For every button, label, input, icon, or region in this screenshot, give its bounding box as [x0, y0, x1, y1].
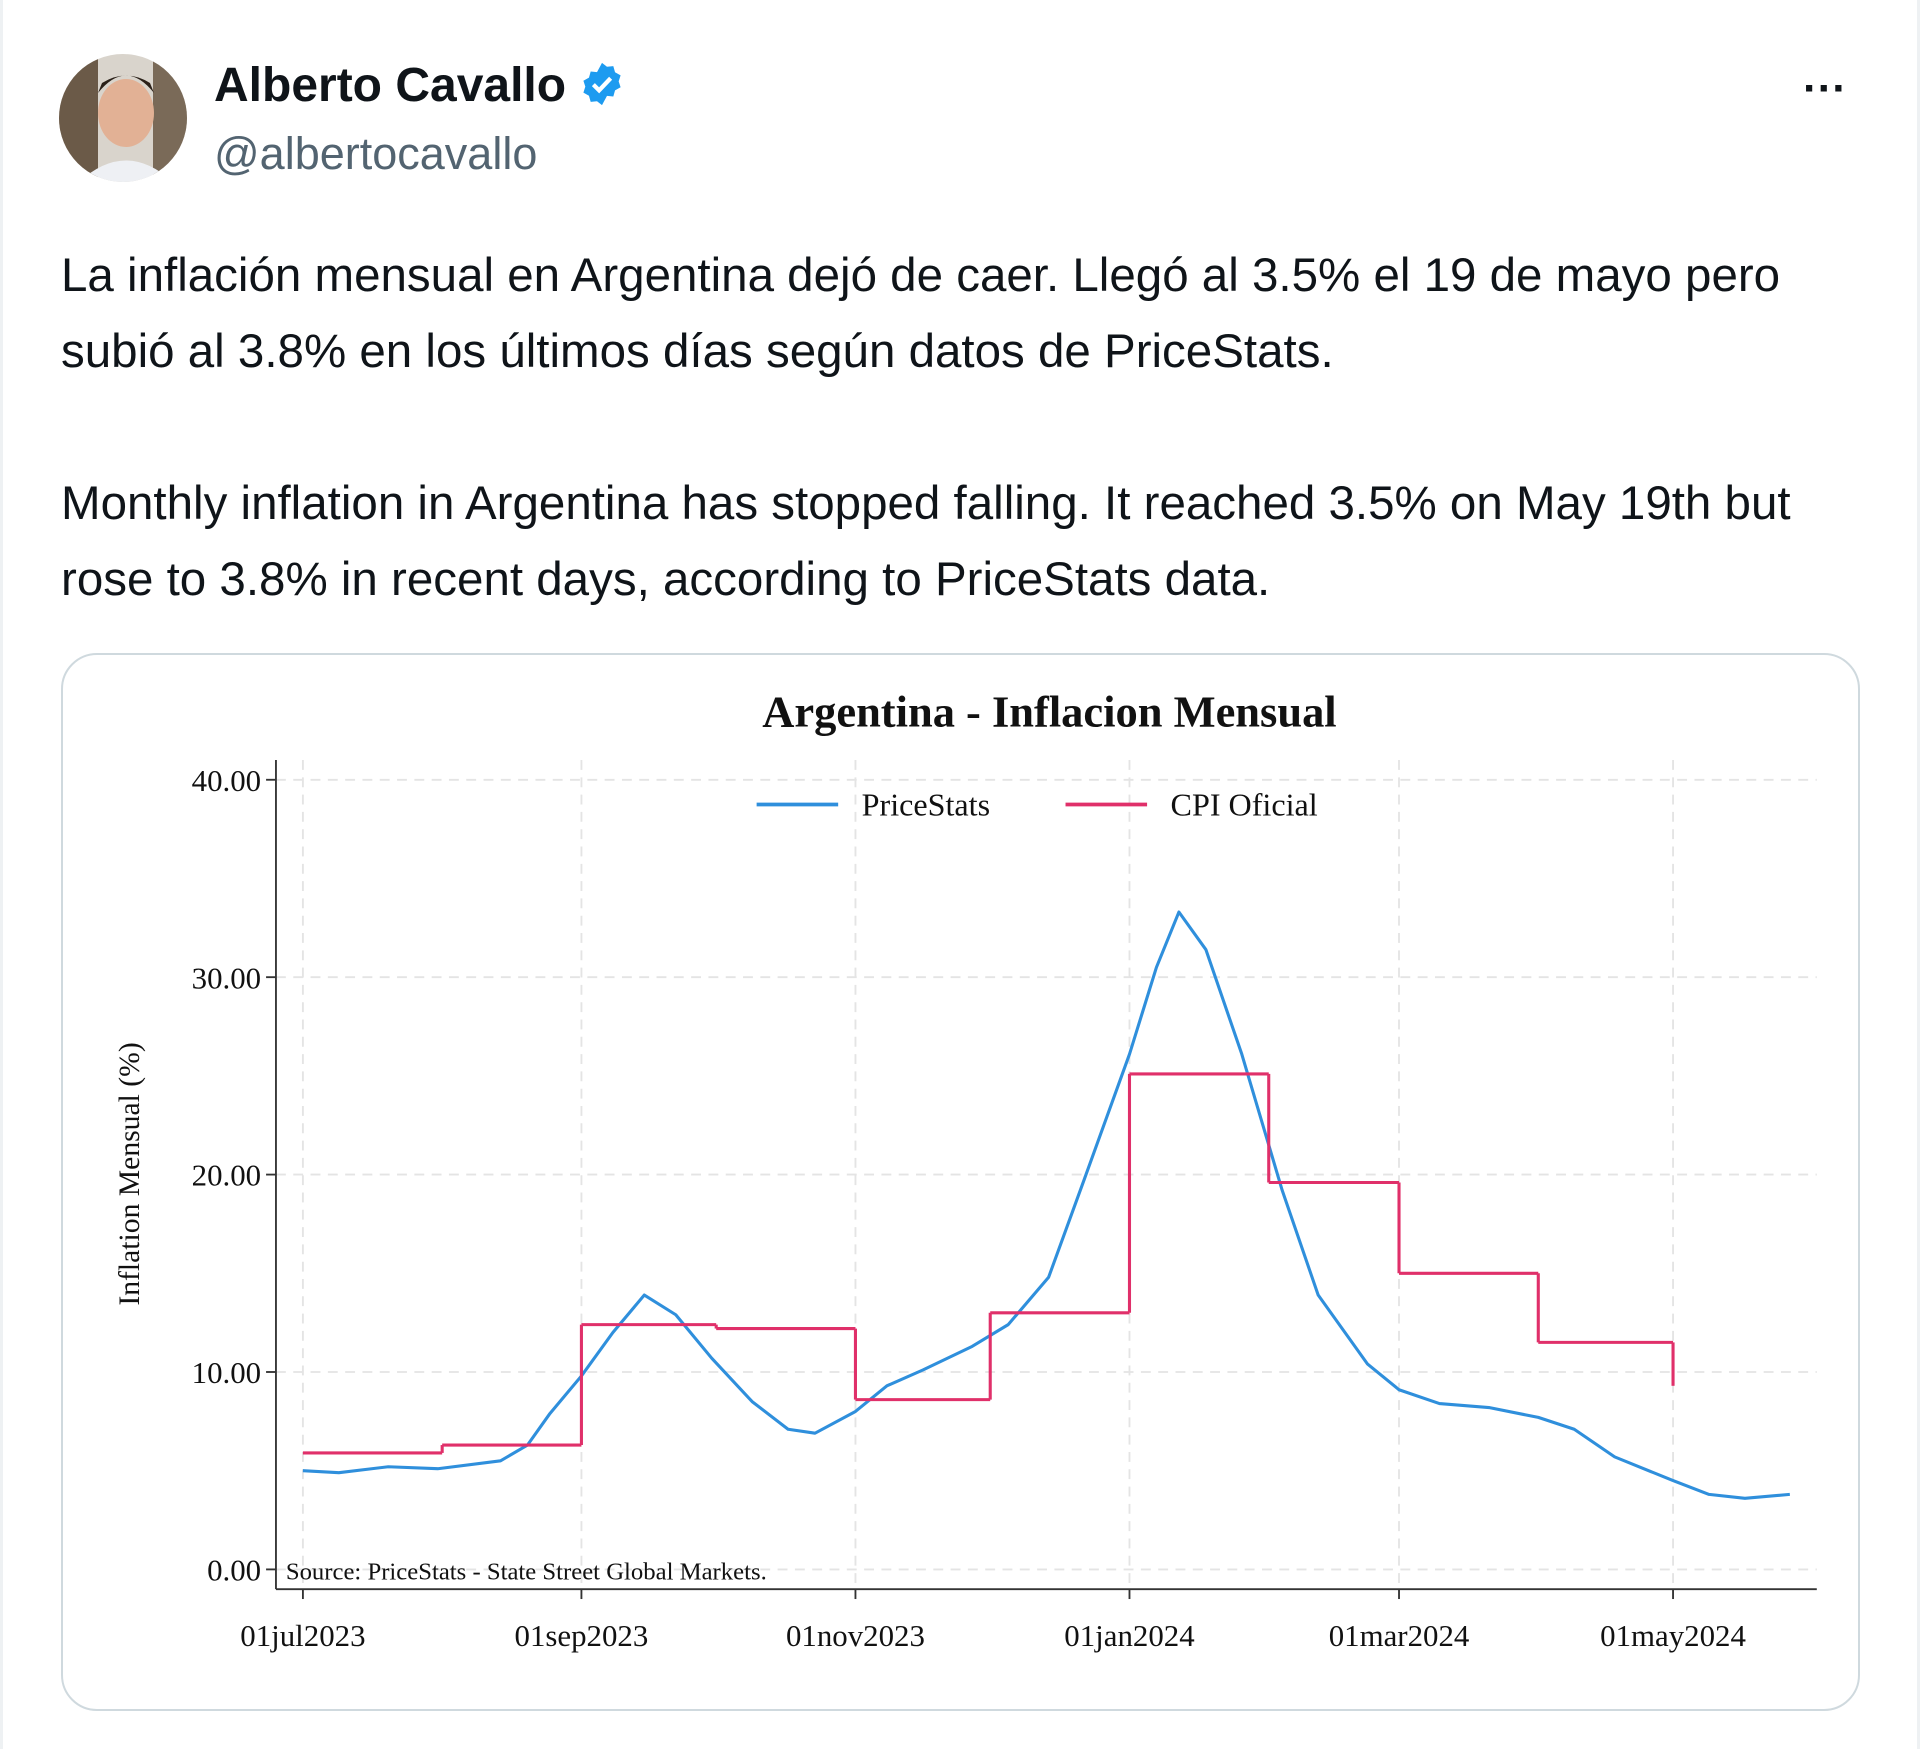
more-button[interactable]: ···	[1803, 64, 1847, 113]
avatar[interactable]	[58, 53, 188, 183]
y-tick-label: 20.00	[192, 1158, 261, 1193]
x-tick-label: 01jan2024	[1064, 1618, 1194, 1653]
chart: Argentina - Inflacion Mensual Inflation …	[114, 687, 1817, 1653]
chart-title: Argentina - Inflacion Mensual	[762, 687, 1336, 737]
tweet-text: La inflación mensual en Argentina dejó d…	[61, 238, 1851, 694]
verified-badge	[583, 62, 622, 106]
tweet-paragraph: Monthly inflation in Argentina has stopp…	[61, 477, 1791, 606]
legend-label: CPI Oficial	[1171, 787, 1318, 823]
legend-label: PriceStats	[862, 787, 990, 823]
annotation: Source: PriceStats - State Street Global…	[286, 1558, 767, 1585]
x-tick-label: 01nov2023	[786, 1618, 925, 1653]
y-tick-label: 0.00	[207, 1553, 261, 1588]
tweet-paragraph: La inflación mensual en Argentina dejó d…	[61, 249, 1781, 378]
y-tick-label: 30.00	[192, 960, 261, 995]
y-axis-label: Inflation Mensual (%)	[114, 1042, 146, 1305]
x-tick-label: 01sep2023	[515, 1618, 649, 1653]
y-tick-label: 10.00	[192, 1355, 261, 1390]
x-tick-label: 01jul2023	[240, 1618, 365, 1653]
author-name[interactable]: Alberto Cavallo	[214, 58, 625, 113]
author-handle[interactable]: @albertocavallo	[214, 128, 538, 179]
y-tick-label: 40.00	[192, 763, 261, 798]
author-name-text[interactable]: Alberto Cavallo	[214, 59, 567, 112]
chart-card[interactable]: Argentina - Inflacion Mensual Inflation …	[61, 653, 1860, 1711]
line	[302, 910, 1790, 1500]
x-tick-label: 01mar2024	[1329, 1618, 1470, 1653]
x-tick-label: 01may2024	[1600, 1618, 1746, 1653]
